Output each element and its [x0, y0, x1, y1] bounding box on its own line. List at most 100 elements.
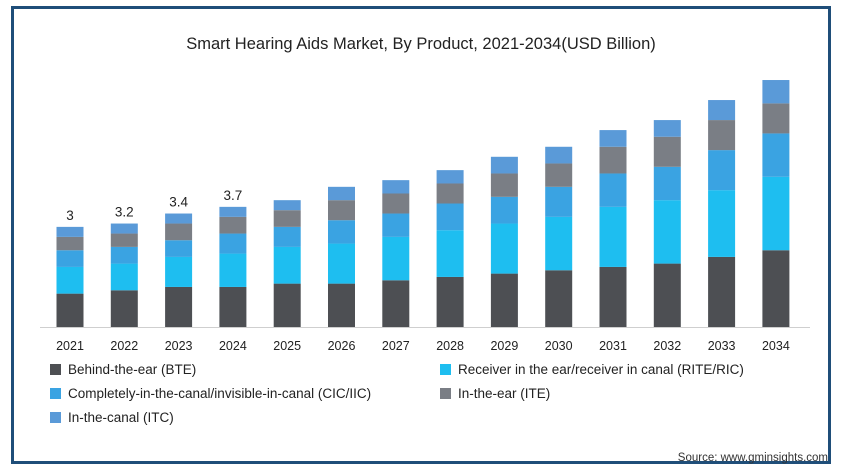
bar-segment-2029-3: [490, 196, 518, 224]
bar-segment-2022-1: [110, 290, 138, 327]
bar-segment-2024-1: [219, 286, 247, 327]
chart-frame: Smart Hearing Aids Market, By Product, 2…: [11, 6, 831, 464]
bar-segment-2026-5: [328, 186, 355, 201]
bar-segment-2028-3: [436, 203, 464, 231]
bar-segment-2031-2: [599, 206, 627, 267]
bar-segment-2030-4: [545, 163, 573, 187]
bar-segment-2022-3: [110, 246, 138, 264]
bar-segment-2022-5: [110, 223, 138, 234]
legend-item: Receiver in the ear/receiver in canal (R…: [440, 362, 744, 377]
bar-segment-2030-1: [545, 270, 573, 327]
bar-segment-2033-4: [708, 120, 736, 151]
bar-segment-2032-1: [653, 263, 681, 327]
bar-segment-2021-5: [56, 226, 84, 237]
bar-segment-2033-3: [708, 150, 736, 191]
bar-segment-2029-5: [490, 156, 518, 174]
bar-segment-2025-3: [273, 226, 301, 247]
bar-segment-2024-5: [219, 206, 247, 217]
bar-segment-2031-5: [599, 130, 627, 147]
total-data-label: 3: [66, 208, 74, 223]
legend-item: Behind-the-ear (BTE): [50, 362, 196, 377]
x-tick-label: 2034: [762, 339, 790, 353]
bar-segment-2031-4: [599, 146, 627, 174]
bar-segment-2027-2: [382, 236, 410, 281]
bar-segment-2023-1: [165, 286, 193, 327]
total-data-label: 3.7: [224, 188, 243, 203]
x-tick-label: 2032: [653, 339, 681, 353]
bar-segment-2027-4: [382, 193, 410, 214]
x-tick-label: 2031: [599, 339, 627, 353]
bar-segment-2033-1: [708, 256, 736, 327]
bar-segment-2024-3: [219, 233, 247, 254]
x-tick-label: 2025: [273, 339, 301, 353]
legend-item: In-the-canal (ITC): [50, 410, 174, 425]
bar-segment-2025-2: [273, 246, 301, 284]
bar-segment-2034-4: [762, 103, 790, 134]
bar-segment-2021-2: [56, 266, 84, 294]
legend-label: In-the-ear (ITE): [458, 386, 551, 401]
total-data-label: 3.2: [115, 205, 134, 220]
x-tick-label: 2027: [382, 339, 410, 353]
bar-segment-2022-4: [110, 233, 138, 247]
total-data-label: 3.4: [169, 195, 188, 210]
bar-segment-2024-4: [219, 216, 247, 234]
bar-segment-2022-2: [110, 263, 138, 291]
bar-segment-2032-2: [653, 200, 681, 264]
bar-segment-2027-3: [382, 213, 410, 237]
bar-segment-2026-3: [328, 220, 355, 244]
x-tick-label: 2021: [56, 339, 84, 353]
x-tick-label: 2030: [545, 339, 573, 353]
x-tick-label: 2023: [165, 339, 193, 353]
chart-title: Smart Hearing Aids Market, By Product, 2…: [186, 35, 656, 53]
x-tick-label: 2029: [490, 339, 518, 353]
bar-segment-2026-1: [328, 283, 355, 327]
bar-segment-2031-1: [599, 266, 627, 327]
bar-segment-2027-5: [382, 180, 410, 194]
legend-swatch: [50, 412, 61, 423]
legend-swatch: [440, 364, 451, 375]
bar-segment-2033-2: [708, 190, 736, 257]
legend-item: In-the-ear (ITE): [440, 386, 550, 401]
bar-segment-2034-3: [762, 133, 790, 177]
source-note: Source: www.gminsights.com: [677, 452, 828, 464]
legend-swatch: [50, 364, 61, 375]
bar-segment-2030-5: [545, 146, 573, 164]
bar-segment-2034-2: [762, 176, 790, 251]
bar-segment-2034-5: [762, 80, 790, 104]
bar-segment-2032-3: [653, 166, 681, 201]
bar-segment-2021-3: [56, 250, 84, 267]
bar-segment-2030-3: [545, 186, 573, 217]
x-tick-label: 2024: [219, 339, 247, 353]
bar-segment-2023-4: [165, 223, 193, 241]
bar-segment-2028-2: [436, 230, 464, 277]
bar-segment-2032-5: [653, 120, 681, 137]
bar-segment-2028-5: [436, 170, 464, 184]
bar-segment-2032-4: [653, 136, 681, 167]
bar-segment-2023-2: [165, 256, 193, 287]
bar-segment-2031-3: [599, 173, 627, 207]
legend-label: In-the-canal (ITC): [68, 410, 174, 425]
bar-segment-2033-5: [708, 100, 736, 121]
bar-segment-2026-4: [328, 200, 355, 221]
bar-segment-2025-1: [273, 283, 301, 327]
bar-segment-2024-2: [219, 253, 247, 287]
bar-segment-2025-4: [273, 210, 301, 227]
bar-segment-2023-5: [165, 213, 193, 224]
legend-label: Behind-the-ear (BTE): [68, 362, 197, 377]
bar-segment-2023-3: [165, 240, 193, 257]
x-tick-label: 2028: [436, 339, 464, 353]
x-tick-label: 2022: [110, 339, 138, 353]
x-tick-label: 2026: [328, 339, 356, 353]
legend-label: Completely-in-the-canal/invisible-in-can…: [68, 386, 372, 401]
bar-segment-2034-1: [762, 250, 790, 327]
legend-swatch: [440, 388, 451, 399]
bar-segment-2021-4: [56, 236, 84, 251]
legend-label: Receiver in the ear/receiver in canal (R…: [458, 362, 744, 377]
legend-swatch: [50, 388, 61, 399]
bar-segment-2027-1: [382, 280, 410, 327]
bar-segment-2029-4: [490, 173, 518, 197]
bar-segment-2025-5: [273, 200, 301, 211]
bar-segment-2021-1: [56, 293, 84, 327]
x-tick-label: 2033: [708, 339, 736, 353]
